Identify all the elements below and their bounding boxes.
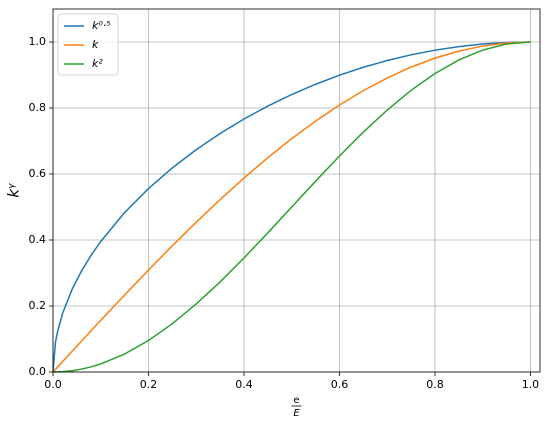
y-tick-label: 0.6	[29, 167, 47, 180]
y-tick-label: 0.0	[29, 365, 47, 378]
x-tick-label: 0.6	[331, 378, 349, 391]
legend: k⁰·⁵ k k²	[57, 13, 119, 76]
x-label-denominator: E	[293, 408, 300, 419]
x-tick-label: 0.8	[426, 378, 444, 391]
y-tick-label: 0.2	[29, 299, 47, 312]
series-line	[52, 41, 531, 373]
legend-label: k²	[92, 57, 103, 70]
y-tick-label: 0.4	[29, 233, 47, 246]
x-label-numerator: e	[293, 395, 299, 406]
x-tick-label: 0.0	[44, 378, 62, 391]
y-tick-label: 0.8	[29, 101, 47, 114]
legend-label: k⁰·⁵	[92, 19, 111, 32]
plot-frame	[52, 8, 541, 373]
series-line	[52, 41, 531, 373]
x-tick-label: 0.4	[235, 378, 253, 391]
y-tick-label: 1.0	[29, 35, 47, 48]
series-line	[52, 41, 531, 373]
y-label: kᵞ	[5, 183, 23, 198]
legend-box	[57, 13, 119, 76]
legend-label: k	[92, 38, 99, 51]
x-tick-label: 0.2	[140, 378, 158, 391]
x-tick-label: 1.0	[522, 378, 540, 391]
